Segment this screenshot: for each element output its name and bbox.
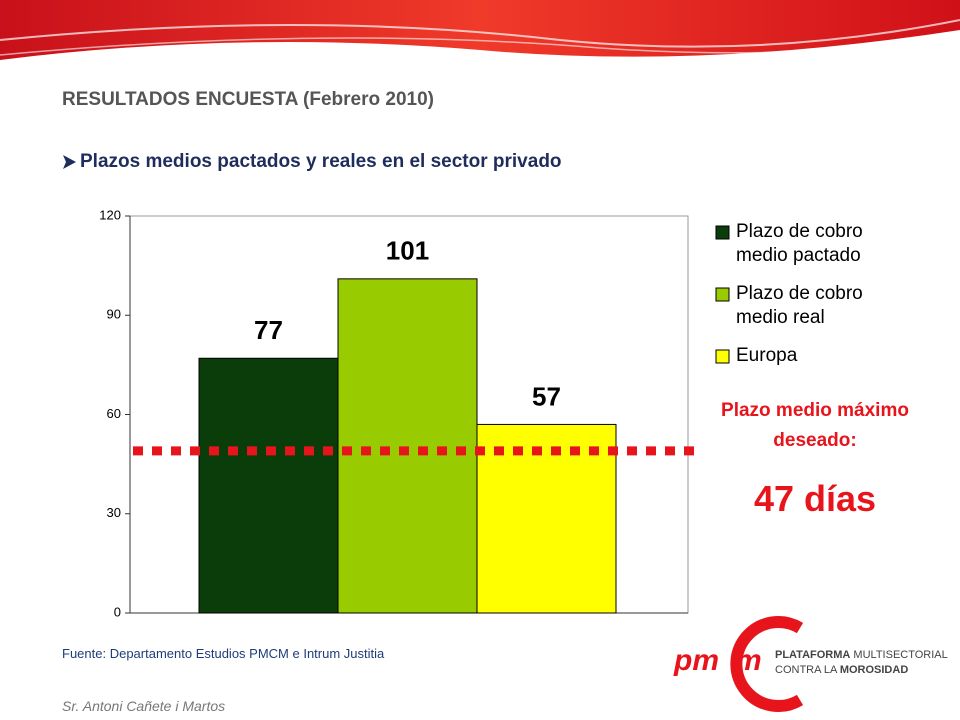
logo-line2: CONTRA LA [775,664,838,676]
bar [476,423,617,614]
annotation-label: Plazo medio máximo deseado: [721,400,909,451]
legend-label: Europa [736,345,798,366]
y-tick-label: 60 [107,406,121,421]
banner [0,0,960,60]
bar [198,357,339,614]
logo-line1b: MULTISECTORIAL [853,649,947,661]
y-tick-label: 120 [99,207,121,222]
bullet-arrow [63,155,76,169]
subtitle: Plazos medios pactados y reales en el se… [80,151,562,172]
logo-text: CONTRA LA MOROSIDAD [775,664,908,676]
data-label: 57 [532,381,561,411]
y-tick-label: 30 [107,505,121,520]
logo: pm m PLATAFORMA MULTISECTORIAL CONTRA LA… [673,616,948,712]
logo-right: m [735,644,762,677]
logo-left: pm [673,644,719,677]
data-label: 77 [254,315,283,345]
logo-text: PLATAFORMA MULTISECTORIAL [775,649,948,661]
bar [337,278,478,614]
y-tick-label: 0 [114,604,121,619]
banner-curve [0,34,960,56]
y-tick-label: 90 [107,307,121,322]
logo-line2b: MOROSIDAD [840,664,909,676]
author: Sr. Antoni Cañete i Martos [62,698,226,714]
data-label: 101 [386,236,429,266]
legend-label: Plazo de cobro medio real [736,283,863,328]
legend-label: Plazo de cobro medio pactado [736,221,863,266]
logo-line1: PLATAFORMA [775,649,850,661]
source: Fuente: Departamento Estudios PMCM e Int… [62,646,385,661]
legend-swatch [715,287,730,302]
banner-curve [0,19,960,48]
legend-swatch [715,349,730,364]
legend-swatch [715,225,730,240]
annotation-value: 47 días [753,478,877,519]
title: RESULTADOS ENCUESTA (Febrero 2010) [62,89,434,110]
